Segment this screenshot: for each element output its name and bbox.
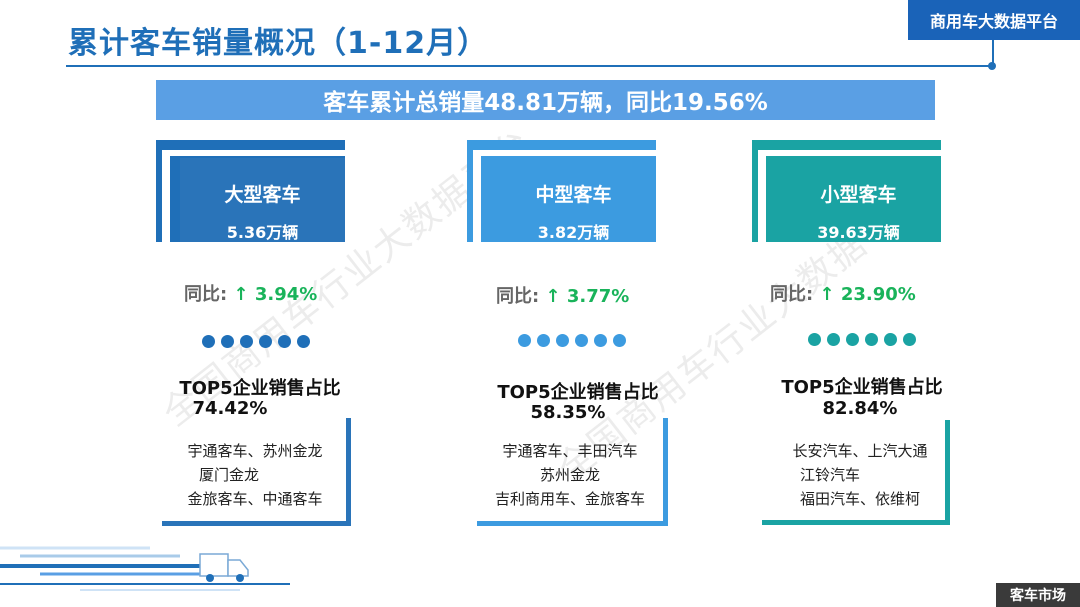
dot xyxy=(202,335,215,348)
segment-name: 大型客车 xyxy=(224,184,301,206)
company-line: 吉利商用车、金旅客车 xyxy=(494,490,645,508)
segment-volume: 39.63万辆 xyxy=(817,223,900,242)
segment-name: 小型客车 xyxy=(820,184,897,206)
card-separator xyxy=(473,150,481,242)
dot xyxy=(613,334,626,347)
segment-card-medium: 中型客车 3.82万辆 xyxy=(491,158,656,242)
top5-title: TOP5企业销售占比 xyxy=(497,382,659,403)
segment-volume: 3.82万辆 xyxy=(537,223,610,242)
yoy-growth: 同比: ↑ 3.94% xyxy=(184,280,317,306)
truck-graphic-icon xyxy=(0,546,290,591)
top5-share: 82.84% xyxy=(822,398,898,419)
company-line: 苏州金龙 xyxy=(539,466,600,484)
company-line: 宇通客车、丰田汽车 xyxy=(502,442,638,460)
dot-divider xyxy=(518,334,626,347)
segment-name: 中型客车 xyxy=(535,184,612,206)
top5-title: TOP5企业销售占比 xyxy=(179,378,341,399)
dot xyxy=(259,335,272,348)
bracket-right xyxy=(945,420,950,525)
market-badge: 客车市场 xyxy=(996,583,1080,607)
dot-divider xyxy=(808,333,916,346)
company-line: 厦门金龙 xyxy=(198,466,259,484)
header-divider-tick xyxy=(992,40,994,65)
header-divider xyxy=(66,65,994,67)
bracket-bottom xyxy=(477,521,668,526)
dot xyxy=(518,334,531,347)
yoy-value: ↑ 3.77% xyxy=(545,286,630,307)
company-line: 宇通客车、苏州金龙 xyxy=(187,442,323,460)
company-line: 金旅客车、中通客车 xyxy=(187,490,323,508)
summary-banner: 客车累计总销量48.81万辆，同比19.56% xyxy=(156,80,935,120)
top5-title: TOP5企业销售占比 xyxy=(781,377,943,398)
card-separator xyxy=(766,150,941,156)
dot xyxy=(240,335,253,348)
dot xyxy=(865,333,878,346)
card-separator xyxy=(162,150,170,242)
dot xyxy=(594,334,607,347)
dot xyxy=(846,333,859,346)
company-line: 福田汽车、依维柯 xyxy=(799,490,920,508)
company-line: 江铃汽车 xyxy=(799,466,860,484)
dot xyxy=(903,333,916,346)
yoy-label: 同比: xyxy=(770,284,814,305)
header-divider-dot xyxy=(988,62,996,70)
yoy-growth: 同比: ↑ 3.77% xyxy=(496,282,629,308)
dot xyxy=(556,334,569,347)
bracket-right xyxy=(346,418,351,526)
dot xyxy=(827,333,840,346)
yoy-value: ↑ 3.94% xyxy=(233,284,318,305)
company-line: 长安汽车、上汽大通 xyxy=(792,442,928,460)
yoy-value: ↑ 23.90% xyxy=(819,284,916,305)
bracket-bottom xyxy=(762,520,950,525)
dot xyxy=(278,335,291,348)
top5-share: 74.42% xyxy=(192,398,268,419)
segment-volume: 5.36万辆 xyxy=(226,223,299,242)
platform-badge: 商用车大数据平台 xyxy=(908,0,1080,40)
yoy-growth: 同比: ↑ 23.90% xyxy=(770,280,916,306)
top5-share: 58.35% xyxy=(530,402,606,423)
segment-card-small: 小型客车 39.63万辆 xyxy=(776,158,941,242)
bracket-right xyxy=(663,418,668,526)
dot xyxy=(884,333,897,346)
dot xyxy=(537,334,550,347)
yoy-label: 同比: xyxy=(496,286,540,307)
page-title: 累计客车销量概况（1-12月） xyxy=(68,26,489,61)
card-separator xyxy=(481,150,656,156)
dot xyxy=(575,334,588,347)
dot-divider xyxy=(202,335,310,348)
segment-card-large: 大型客车 5.36万辆 xyxy=(180,158,345,242)
yoy-label: 同比: xyxy=(184,284,228,305)
dot xyxy=(808,333,821,346)
dot xyxy=(221,335,234,348)
bracket-bottom xyxy=(162,521,351,526)
card-separator xyxy=(758,150,766,242)
dot xyxy=(297,335,310,348)
card-separator xyxy=(170,150,345,156)
